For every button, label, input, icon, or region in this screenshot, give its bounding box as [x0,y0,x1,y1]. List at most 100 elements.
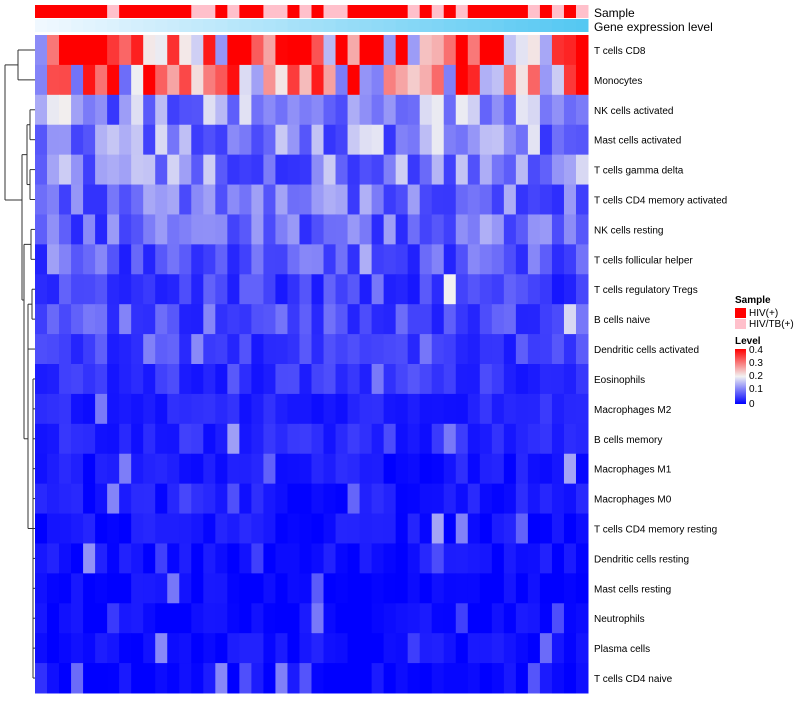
heatmap-cell [107,663,120,694]
heatmap-cell [467,663,481,694]
heatmap-cell [575,64,589,96]
heatmap-cell [107,483,120,515]
heatmap-cell [455,603,469,634]
heatmap-cell [431,214,445,245]
heatmap-cell [539,274,553,305]
heatmap-cell [83,154,96,186]
heatmap-cell [131,304,144,335]
heatmap-cell [311,334,325,365]
heatmap-cell [491,154,505,186]
heatmap-cell [455,334,469,365]
heatmap-cell [287,393,300,425]
heatmap-cell [239,304,252,335]
sample-track-cell [479,5,493,18]
heatmap-cell [539,154,553,186]
heatmap-cell [119,244,132,275]
heatmap-cell [467,184,481,215]
heatmap-cell [299,124,312,156]
heatmap-cell [371,94,385,126]
heatmap-cell [179,214,192,245]
heatmap-cell [491,364,505,395]
heatmap-cell [335,633,349,664]
heatmap-cell [275,334,288,365]
heatmap-cell [227,663,240,694]
heatmap-cell [527,304,541,335]
heatmap-cell [167,543,180,574]
heatmap-cell [263,603,276,634]
heatmap-cell [467,124,481,156]
heatmap-cell [203,573,216,604]
heatmap-cell [203,214,216,245]
heatmap-cell [179,334,192,365]
sample-track-cell [491,5,505,18]
heatmap-cell [203,483,216,515]
heatmap-cell [443,543,457,574]
heatmap-cell [263,453,276,485]
heatmap-cell [119,334,132,365]
heatmap-cell [323,633,337,664]
heatmap-cell [167,64,180,96]
sample-track-cell [83,5,96,18]
heatmap-cell [143,124,156,156]
sample-track-cell [455,5,469,18]
heatmap-cell [155,124,168,156]
heatmap-cell [59,244,72,275]
heatmap-cell [359,214,373,245]
heatmap-cell [455,423,469,455]
heatmap-cell [419,154,433,186]
heatmap-cell [167,513,180,544]
heatmap-cell [479,214,493,245]
heatmap-cell [383,663,397,694]
heatmap-cell [359,124,373,156]
heatmap-cell [431,94,445,126]
heatmap-cell [131,184,144,215]
heatmap-cell [59,304,72,335]
heatmap-cell [323,184,337,215]
heatmap-cell [335,184,349,215]
heatmap-cell [359,573,373,604]
heatmap-cell [215,573,228,604]
row-label: T cells CD4 memory resting [594,525,717,536]
heatmap-cell [383,94,397,126]
heatmap-cell [347,423,361,455]
row-label: T cells CD4 naive [594,674,673,685]
heatmap-cell [275,154,288,186]
heatmap-cell [539,35,553,66]
level-legend-tick-0.1: 0.1 [749,384,763,395]
heatmap-cell [239,124,252,156]
heatmap-cell [371,35,385,66]
heatmap-cell [155,483,168,515]
heatmap-cell [443,393,457,425]
heatmap-cell [263,513,276,544]
heatmap-cell [443,274,457,305]
heatmap-cell [203,124,216,156]
heatmap-cell [59,154,72,186]
heatmap-cell [371,154,385,186]
sample-track-cell [47,5,60,18]
heatmap-cell [443,35,457,66]
heatmap-cell [275,304,288,335]
heatmap-cell [515,633,529,664]
heatmap-cell [203,184,216,215]
heatmap-cell [431,483,445,515]
heatmap-cell [491,184,505,215]
heatmap-cell [95,663,108,694]
expression-track-cell [347,19,361,32]
heatmap-cell [191,633,204,664]
sample-track-cell [419,5,433,18]
heatmap-cell [551,244,565,275]
heatmap-cell [371,64,385,96]
heatmap-cell [467,543,481,574]
heatmap-cell [311,364,325,395]
heatmap-cell [311,573,325,604]
heatmap-cell [335,334,349,365]
heatmap-cell [71,423,84,455]
heatmap-cell [119,543,132,574]
heatmap-cell [35,35,48,66]
heatmap-cell [479,154,493,186]
heatmap-cell [527,334,541,365]
heatmap-cell [83,364,96,395]
heatmap-cell [419,423,433,455]
sample-track-cell [167,5,180,18]
heatmap-cell [203,304,216,335]
